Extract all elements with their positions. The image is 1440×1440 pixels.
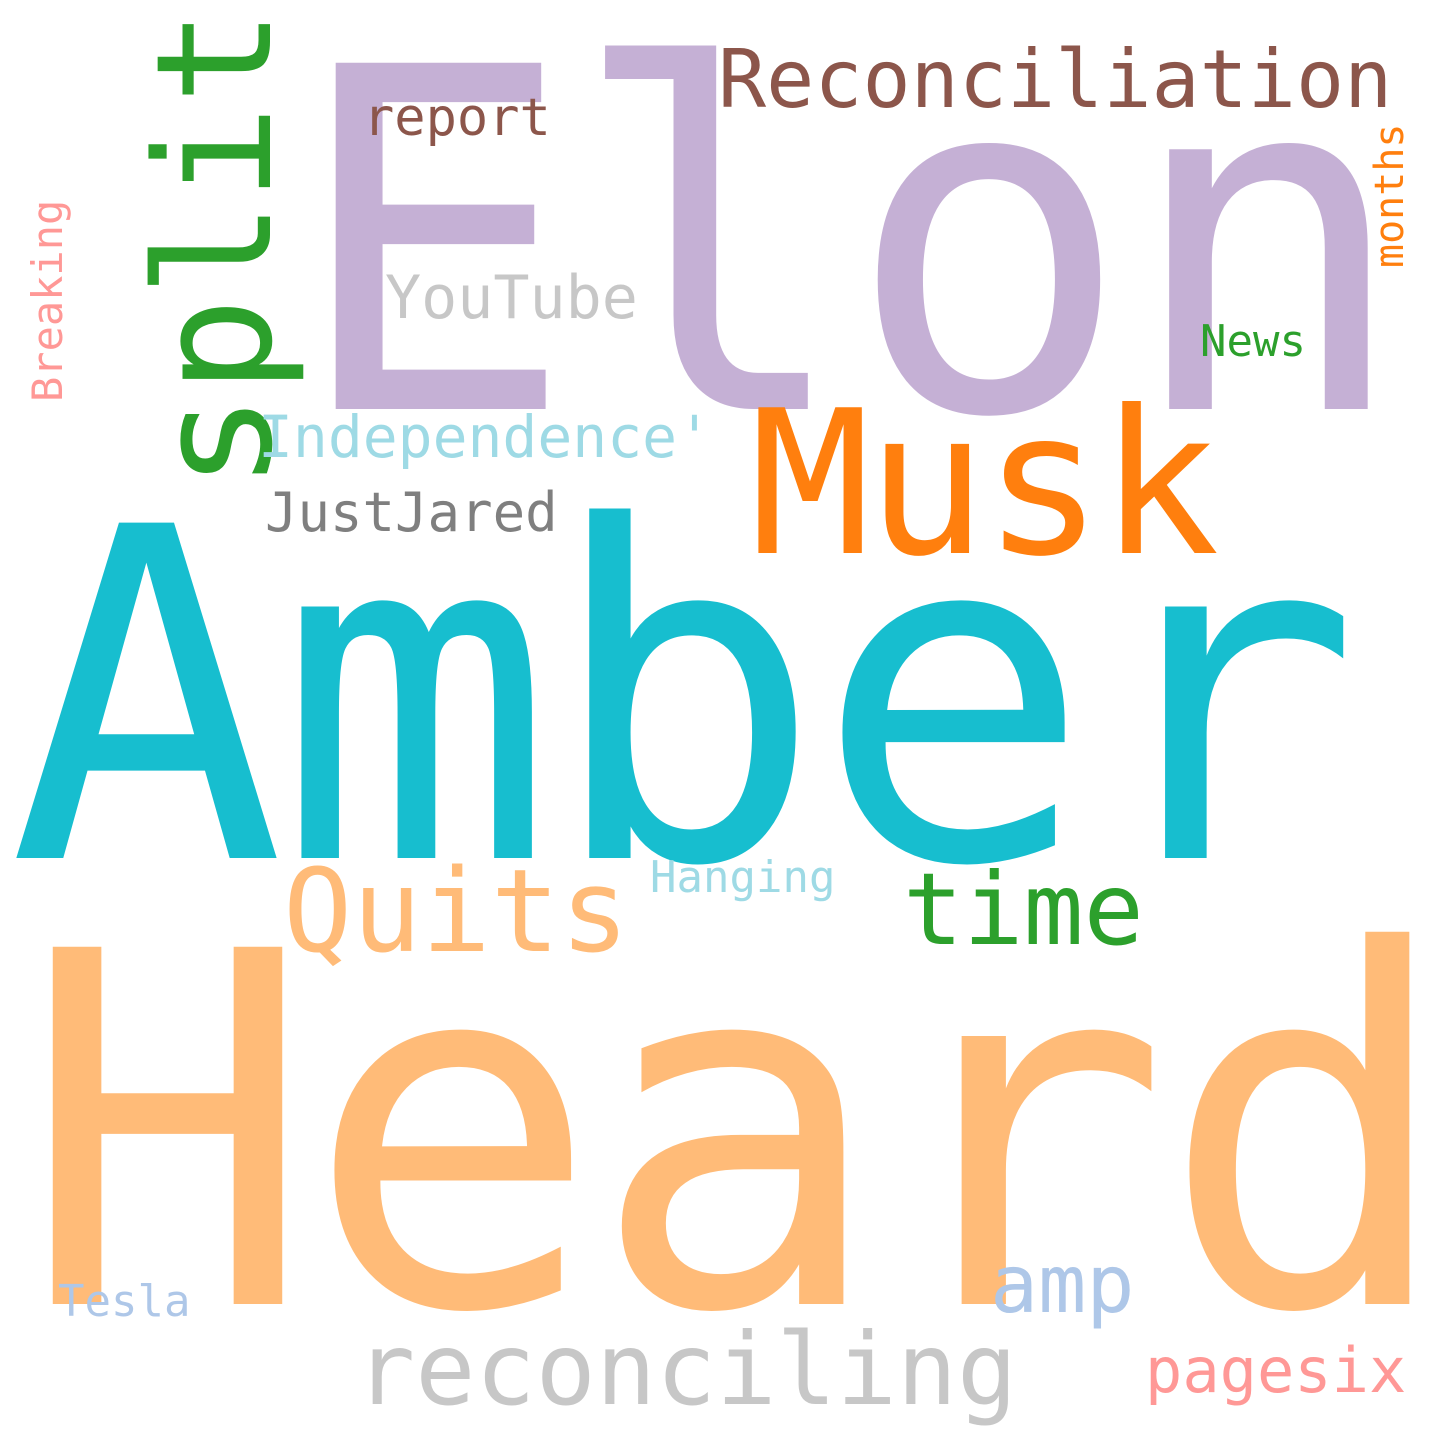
word-musk: Musk [750,368,1220,601]
word-tesla: Tesla [58,1276,191,1327]
word-pagesix: pagesix [1145,1334,1407,1407]
word-reconciling: reconciling [355,1311,1018,1428]
word-hanging: Hanging [650,852,836,903]
word-amp: amp [990,1238,1135,1331]
word-report: report [363,88,551,148]
word-elon: Elon [290,0,1410,522]
word-breaking: Breaking [23,199,72,402]
word-justjared: JustJared [265,481,558,544]
word-heard: Heard [20,849,1440,1420]
word-independence: Independence' [258,403,712,471]
word-youtube: YouTube [385,263,638,333]
word-months: months [1367,123,1413,269]
word-time: time [903,851,1144,968]
word-reconciliation: Reconciliation [718,33,1393,126]
word-quits: Quits [283,845,630,979]
word-news: News [1200,316,1306,367]
word-amber: Amber [8,432,1361,967]
